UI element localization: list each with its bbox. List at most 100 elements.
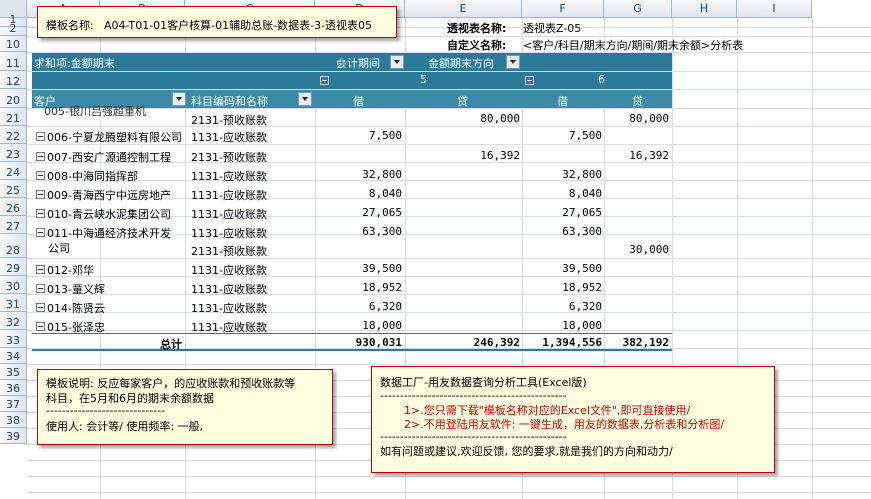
gridline [27,258,871,259]
row-header[interactable]: 39 [0,428,27,444]
gridline [27,234,871,235]
column-header[interactable]: F [522,0,604,18]
debit-header-5: 借 [353,95,364,108]
row-header[interactable]: 24 [0,162,27,180]
row-header[interactable]: 28 [0,234,27,258]
debit-5-cell: 6,320 [368,300,402,313]
row-header[interactable]: 32 [0,312,27,330]
account-cell: 1131-应收账款 [191,227,267,240]
account-field[interactable]: 科目编码和名称 [191,95,268,108]
column-header[interactable]: E [405,0,522,18]
row-header[interactable]: 25 [0,180,27,198]
gridline [27,126,871,127]
account-cell: 1131-应收账款 [191,264,267,277]
collapse-row-icon[interactable] [36,132,45,141]
column-header[interactable]: G [604,0,672,18]
customer-field[interactable]: 客户 [34,95,56,108]
row-number: 27 [6,220,20,233]
row-header[interactable]: 23 [0,144,27,162]
row-number: 38 [6,414,20,427]
collapse-row-icon[interactable] [36,284,45,293]
account-field-dropdown[interactable] [298,92,312,106]
customer-field-dropdown[interactable] [172,92,186,106]
row-header[interactable]: 36 [0,380,27,396]
gridline [812,18,813,499]
pivot-value-field[interactable]: 求和项:金额期末 [34,57,115,70]
row-header[interactable]: 38 [0,412,27,428]
collapse-row-icon[interactable] [36,265,45,274]
collapse-row-icon[interactable] [36,152,45,161]
row-header[interactable]: 1 [0,13,27,27]
direction-field[interactable]: 金额期末方向 [428,57,494,70]
customer-cell: 012-邓华 [47,264,94,277]
collapse-row-icon[interactable] [36,228,45,237]
template-name-note[interactable]: 模板名称: A04-T01-01客户核算-01辅助总账-数据表-3-透视表05 [37,6,397,38]
select-all-corner[interactable] [0,0,27,18]
period-6-label: 6 [598,73,605,86]
custom-name-value[interactable]: <客户/科目/期末方向/期间/期末余额>分析表 [523,39,744,52]
gridline [27,144,871,145]
row-header[interactable]: 37 [0,396,27,412]
row-number: 33 [6,334,20,347]
row-header[interactable]: 11 [0,52,27,71]
gridline [27,476,871,477]
tool-ad-note[interactable]: 数据工厂-用友数据查询分析工具(Excel版) ----------------… [371,366,775,473]
row-number: 36 [6,382,20,395]
row-number: 12 [6,75,20,88]
column-header[interactable]: H [672,0,737,18]
direction-filter-icon[interactable] [506,55,520,69]
row-header[interactable]: 27 [0,216,27,234]
row-header[interactable]: 20 [0,89,27,108]
collapse-row-icon[interactable] [36,190,45,199]
debit-6-cell: 18,000 [562,319,602,332]
row-header[interactable]: 35 [0,364,27,380]
row-number: 24 [6,166,20,179]
row-header[interactable]: 10 [0,36,27,52]
customer-cell: 006-宁夏龙腾塑料有限公司 [47,131,182,144]
description-line-2: 科目，在5月和6月的期末余额数据 [46,392,214,405]
collapse-period-5-icon[interactable] [320,76,329,85]
template-description-note[interactable]: 模板说明: 反应每家客户，的应收账款和预收账款等 科目，在5月和6月的期末余额数… [37,369,333,445]
debit-5-cell: 7,500 [368,129,402,142]
account-cell: 1131-应收账款 [191,131,267,144]
row-number: 28 [6,244,20,257]
pivot-name-value[interactable]: 透视表Z-05 [523,22,582,35]
description-line-3: 使用人: 会计等/ 使用频率: 一般, [46,420,204,433]
debit-5-cell: 18,952 [362,281,402,294]
column-header[interactable]: I [737,0,812,18]
row-header[interactable]: 34 [0,348,27,364]
customer-cell: 013-童义辉 [47,283,105,296]
row-header[interactable]: 30 [0,276,27,294]
gridline [737,18,738,499]
gridline [604,18,605,499]
account-cell: 1131-应收账款 [191,208,267,221]
period-field[interactable]: 会计期间 [336,57,380,70]
debit-6-cell: 39,500 [562,262,602,275]
row-header[interactable]: 31 [0,294,27,312]
row-number: 32 [6,316,20,329]
row-header[interactable]: 26 [0,198,27,216]
pivot-name-label: 透视表名称: [447,22,507,35]
ad-line-2: 2>.不用登陆用友软件: 一键生成，用友的数据表,分析表和分析图/ [404,418,725,431]
total-label: 总计 [160,338,182,351]
row-header[interactable]: 2 [0,22,27,36]
collapse-row-icon[interactable] [36,171,45,180]
row-header[interactable]: 22 [0,126,27,144]
account-cell: 2131-预收账款 [191,114,267,127]
customer-cell: 007-西安广源通控制工程 [47,151,171,164]
debit-6-cell: 27,065 [562,206,602,219]
collapse-period-6-icon[interactable] [525,76,534,85]
row-header[interactable]: 33 [0,330,27,348]
row-header[interactable]: 21 [0,108,27,126]
period-field-dropdown[interactable] [390,55,404,69]
collapse-row-icon[interactable] [36,209,45,218]
collapse-row-icon[interactable] [36,303,45,312]
collapse-row-icon[interactable] [36,322,45,331]
total-credit-5: 246,392 [473,336,520,349]
gridline [27,276,871,277]
credit-header-6: 贷 [632,95,643,108]
period-5-label: 5 [420,73,427,86]
customer-cell-cont: 公司 [48,242,70,255]
row-header[interactable]: 12 [0,71,27,89]
row-header[interactable]: 29 [0,258,27,276]
